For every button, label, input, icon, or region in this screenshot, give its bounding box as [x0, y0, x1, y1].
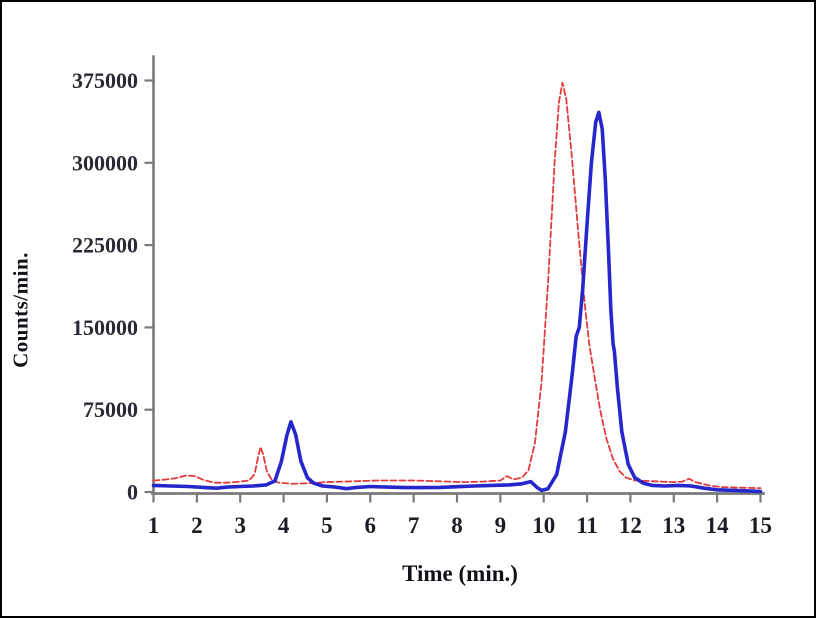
- x-tick-label: 5: [321, 513, 333, 538]
- y-tick-label: 0: [127, 480, 138, 505]
- x-tick-label: 11: [576, 513, 598, 538]
- red-trace: [152, 81, 762, 490]
- x-tick-label: 7: [408, 513, 420, 538]
- x-tick-label: 6: [365, 513, 377, 538]
- x-tick-label: 9: [495, 513, 507, 538]
- y-tick-label: 300000: [72, 150, 138, 175]
- x-tick-label: 8: [451, 513, 463, 538]
- x-axis-title: Time (min.): [402, 561, 518, 586]
- y-tick-label: 375000: [72, 68, 138, 93]
- x-tick-label: 2: [191, 513, 203, 538]
- x-tick-label: 10: [532, 513, 555, 538]
- x-tick-label: 3: [234, 513, 246, 538]
- x-tick-label: 1: [148, 513, 160, 538]
- y-tick-label: 225000: [72, 233, 138, 258]
- x-tick-label: 15: [749, 513, 772, 538]
- blue-trace: [151, 110, 763, 494]
- y-tick-label: 75000: [83, 397, 138, 422]
- x-tick-label: 4: [278, 513, 290, 538]
- x-tick-label: 13: [662, 513, 685, 538]
- x-tick-label: 14: [706, 513, 730, 538]
- x-tick-label: 12: [619, 513, 642, 538]
- y-tick-label: 150000: [72, 315, 138, 340]
